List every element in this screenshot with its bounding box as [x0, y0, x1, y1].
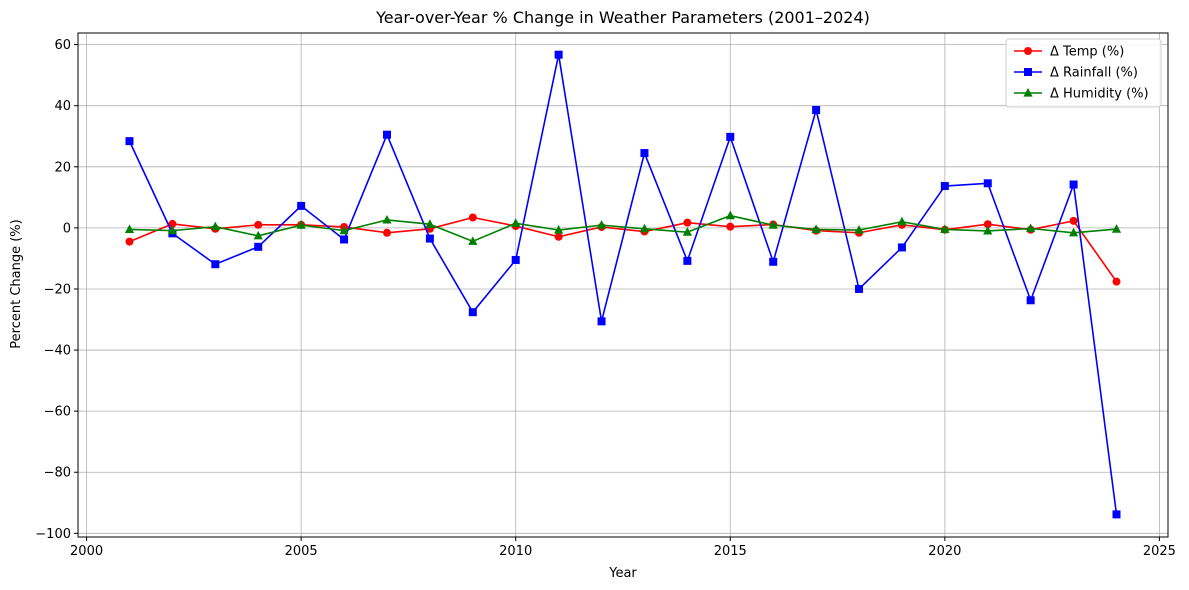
series-2 [124, 210, 1122, 245]
legend-box [1005, 38, 1162, 108]
data-point [554, 232, 563, 241]
data-point [210, 221, 220, 231]
data-point [468, 236, 478, 245]
data-point [339, 225, 349, 235]
x-tick-label: 2000 [70, 544, 103, 559]
data-point [1026, 296, 1035, 305]
x-tick-label: 2010 [499, 544, 532, 559]
data-point [726, 222, 735, 231]
chart-title: Year-over-Year % Change in Weather Param… [375, 8, 870, 27]
data-point [855, 284, 864, 293]
data-point [167, 225, 178, 235]
x-tick-label: 2015 [714, 544, 747, 559]
y-tick-label: −100 [35, 527, 71, 542]
axis-ticks: 2000 2005 2010 2015 2020 2025 −100 −80 −60 −40 −20… [35, 38, 1176, 559]
data-point [983, 179, 992, 188]
data-point [1112, 277, 1121, 286]
plot-frame [77, 32, 1169, 538]
data-point [511, 218, 521, 227]
x-tick-label: 2025 [1143, 544, 1176, 559]
data-point [1112, 510, 1121, 519]
legend: Δ Temp (%) Δ Rainfall (%) Δ Humidity (%) [1005, 38, 1162, 108]
data-point [211, 260, 220, 269]
legend-label: Δ Rainfall (%) [1050, 66, 1138, 81]
y-tick-label: −80 [44, 466, 71, 481]
y-tick-label: 40 [54, 99, 71, 114]
data-point [468, 213, 477, 222]
data-point [254, 242, 263, 251]
data-point [682, 227, 692, 236]
data-point [382, 130, 391, 139]
data-point [254, 220, 263, 229]
data-point [1026, 223, 1036, 233]
y-tick-label: −60 [44, 405, 71, 420]
x-tick-label: 2005 [285, 544, 318, 559]
y-tick-label: 0 [63, 221, 71, 236]
data-point [725, 210, 735, 220]
x-tick-label: 2020 [928, 544, 961, 559]
data-point [897, 216, 907, 226]
data-point [768, 220, 778, 229]
data-point [983, 220, 992, 229]
data-point [253, 230, 263, 240]
legend-marker [1023, 88, 1033, 97]
data-point [683, 256, 692, 265]
y-tick-label: 60 [54, 38, 71, 53]
data-point [511, 255, 520, 264]
y-tick-label: 20 [54, 160, 71, 175]
data-point [425, 234, 434, 243]
data-point [425, 219, 435, 228]
legend-item: Δ Temp (%) [1014, 45, 1124, 60]
data-point [769, 257, 778, 266]
data-point [1069, 180, 1078, 189]
data-point [640, 149, 649, 158]
data-point [596, 220, 607, 229]
data-point [382, 228, 391, 237]
data-point [940, 224, 950, 234]
data-point [382, 214, 392, 224]
data-point [940, 182, 949, 191]
legend-label: Δ Temp (%) [1050, 45, 1124, 60]
legend-item: Δ Humidity (%) [1014, 87, 1149, 102]
data-point [124, 224, 135, 234]
data-point [296, 220, 306, 229]
legend-label: Δ Humidity (%) [1050, 87, 1149, 102]
data-point [983, 225, 993, 235]
data-point [812, 105, 821, 114]
legend-marker [1024, 47, 1032, 55]
data-point [297, 201, 306, 210]
y-tick-label: −20 [44, 282, 71, 297]
series-line [129, 214, 1117, 243]
data-point [554, 225, 564, 234]
data-point [468, 308, 477, 317]
series-line [129, 216, 1118, 283]
data-point [125, 137, 134, 146]
data-point [683, 218, 692, 227]
data-point [1069, 216, 1078, 225]
data-point [597, 317, 606, 326]
data-point [1111, 224, 1122, 233]
legend-marker [1024, 68, 1032, 76]
data-point [168, 219, 177, 228]
data-point [897, 243, 906, 252]
data-point [639, 223, 650, 233]
data-point [554, 50, 563, 59]
data-point [125, 237, 134, 246]
legend-item: Δ Rainfall (%) [1014, 66, 1138, 81]
data-point [726, 132, 735, 141]
data-point [340, 235, 349, 244]
series-group [124, 50, 1122, 519]
grid-lines [78, 33, 1168, 537]
series-line [128, 53, 1118, 515]
data-point [1068, 227, 1079, 237]
x-axis-label: Year [608, 566, 637, 581]
y-axis-label: Percent Change (%) [9, 219, 24, 348]
y-tick-label: −40 [44, 344, 71, 359]
data-point [854, 225, 864, 234]
data-point [811, 224, 821, 234]
